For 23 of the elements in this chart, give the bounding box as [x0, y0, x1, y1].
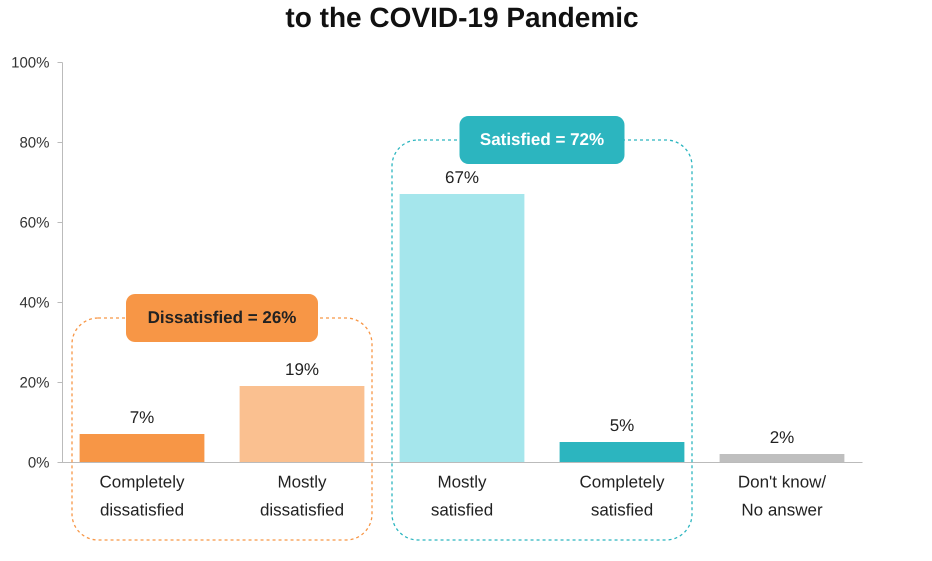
data-label: 67%	[444, 168, 480, 187]
y-tick-label: 100%	[11, 54, 50, 72]
y-tick-label: 60%	[19, 214, 50, 232]
data-label: 2%	[770, 428, 794, 447]
annotation: Satisfied = 72%	[480, 130, 604, 149]
bar	[240, 386, 364, 462]
bar	[80, 434, 204, 462]
x-tick-label: Completely dissatisfied	[99, 472, 186, 520]
chart-title: to the COVID-19 Pandemic	[285, 2, 639, 33]
bar	[560, 442, 684, 462]
annotation: Dissatisfied = 26%	[148, 308, 296, 327]
y-tick-label: 20%	[19, 374, 50, 392]
y-tick-label: 0%	[28, 454, 50, 472]
x-tick-label: Completely satisfied	[579, 472, 666, 520]
data-label: 7%	[130, 408, 154, 427]
x-tick-label: Mostly dissatisfied	[260, 472, 344, 520]
x-tick-label: Don't know/ No answer	[738, 472, 826, 520]
x-tick-label: Mostly satisfied	[430, 472, 494, 520]
y-tick-label: 40%	[19, 294, 50, 312]
bar	[400, 194, 524, 462]
data-label: 5%	[610, 416, 634, 435]
y-tick-label: 80%	[19, 134, 50, 152]
data-label: 19%	[284, 360, 320, 379]
